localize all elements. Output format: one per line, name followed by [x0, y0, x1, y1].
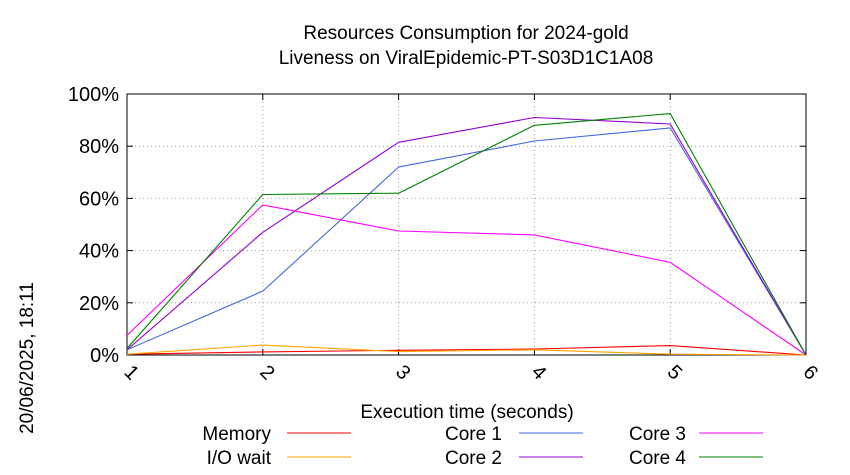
legend-label: I/O wait: [207, 448, 272, 469]
y-tick-label: 20%: [79, 293, 119, 315]
series-i-o-wait: [126, 344, 807, 356]
x-tick-label: 4: [527, 361, 550, 384]
x-tick-label: 5: [663, 361, 686, 384]
x-tick-label: 1: [120, 361, 143, 384]
y-tick-label: 0%: [90, 345, 119, 367]
chart-subtitle: Liveness on ViralEpidemic-PT-S03D1C1A08: [279, 48, 654, 69]
y-tick-label: 40%: [79, 241, 119, 263]
legend-label: Memory: [202, 424, 271, 445]
series-lines: [126, 113, 807, 356]
legend-label: Core 1: [445, 424, 502, 445]
x-tick-label: 2: [255, 361, 278, 384]
legend-label: Core 3: [629, 424, 686, 445]
y-tick-label: 80%: [79, 136, 119, 158]
x-tick-label: 6: [799, 361, 822, 384]
chart-title: Resources Consumption for 2024-gold: [303, 23, 628, 44]
series-core-2: [126, 116, 807, 356]
x-tick-label: 3: [391, 361, 414, 384]
x-axis-ticks: 1 2 3 4 5 6: [120, 94, 822, 384]
legend-label: Core 2: [445, 448, 502, 469]
y-tick-label: 100%: [68, 84, 119, 106]
legend: Memory I/O wait Core 1 Core 2 Core 3 Core 4: [202, 424, 763, 469]
legend-label: Core 4: [629, 448, 686, 469]
y-axis-ticks: 0% 20% 40% 60% 80% 100%: [68, 84, 806, 367]
series-core-4: [126, 113, 807, 356]
x-axis-label: Execution time (seconds): [360, 402, 573, 423]
grid-lines: [127, 94, 806, 355]
series-core-3: [126, 204, 807, 356]
plot-frame: [126, 93, 807, 356]
series-core-1: [126, 127, 807, 356]
series-memory: [126, 345, 807, 356]
timestamp-label: 20/06/2025, 18:11: [17, 282, 38, 434]
y-tick-label: 60%: [79, 188, 119, 210]
